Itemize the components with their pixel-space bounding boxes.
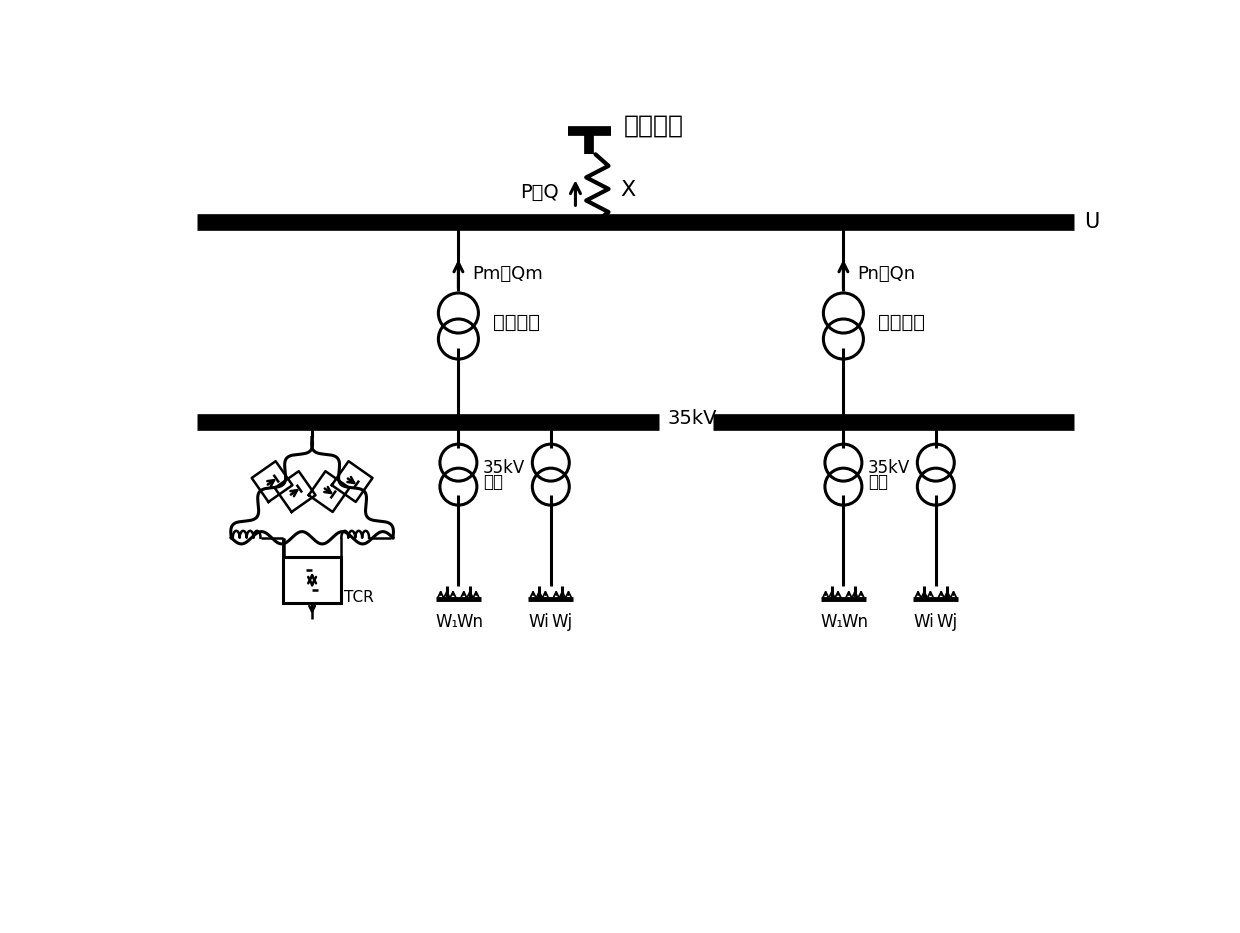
Text: U: U [1084,212,1099,232]
Text: Wj: Wj [552,613,573,632]
Text: P、Q: P、Q [520,183,559,202]
Text: 35kV: 35kV [484,459,526,478]
Text: Pm、Qm: Pm、Qm [472,265,543,284]
Text: Wi: Wi [914,613,935,632]
Text: Wi: Wi [529,613,549,632]
Text: 主变: 主变 [484,473,503,492]
Text: X: X [620,180,635,200]
Text: W₁: W₁ [821,613,843,632]
Text: TCR: TCR [345,590,374,605]
Text: 主变: 主变 [868,473,888,492]
Text: Pn、Qn: Pn、Qn [857,265,915,284]
Text: Wn: Wn [842,613,868,632]
Text: 高压主变: 高压主变 [878,313,925,331]
Text: 35kV: 35kV [868,459,910,478]
Text: Wj: Wj [936,613,959,632]
Bar [283,557,341,604]
Text: W₁: W₁ [435,613,459,632]
Text: 高压主变: 高压主变 [494,313,541,331]
Text: 电力系统: 电力系统 [624,114,684,138]
Text: Wn: Wn [456,613,484,632]
Text: 35kV: 35kV [668,409,717,428]
